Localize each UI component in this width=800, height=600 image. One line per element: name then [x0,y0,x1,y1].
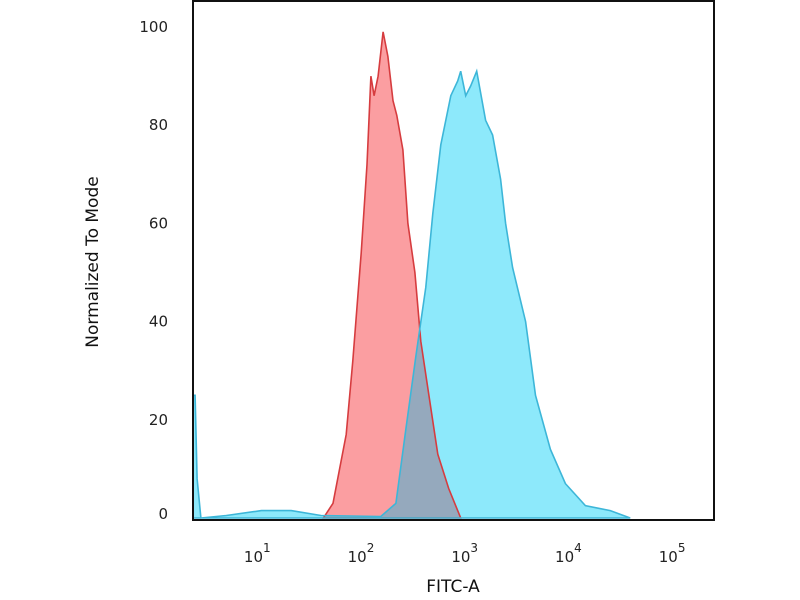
y-tick-label: 60 [149,214,168,232]
x-tick-label: 101 [244,541,271,566]
series-layer [192,31,631,519]
y-tick-label: 100 [139,18,168,36]
x-tick-labels: 101 102 103 104 105 [244,541,686,566]
x-axis-label: FITC-A [426,577,480,597]
plot-frame [192,0,715,521]
y-tick-label: 0 [158,505,168,523]
isotype-line [321,31,462,519]
y-tick-label: 80 [149,116,168,134]
y-tick-label: 20 [149,411,168,429]
sample-line [192,68,631,519]
x-tick-label: 102 [348,541,375,566]
sample-fill [193,71,631,518]
y-tick-labels: 0 20 40 60 80 100 [139,18,168,523]
x-tick-label: 103 [451,541,478,566]
y-axis-label: Normalized To Mode [83,176,103,347]
x-tick-label: 104 [555,541,582,566]
y-tick-label: 40 [149,313,168,331]
x-tick-label: 105 [659,541,686,566]
